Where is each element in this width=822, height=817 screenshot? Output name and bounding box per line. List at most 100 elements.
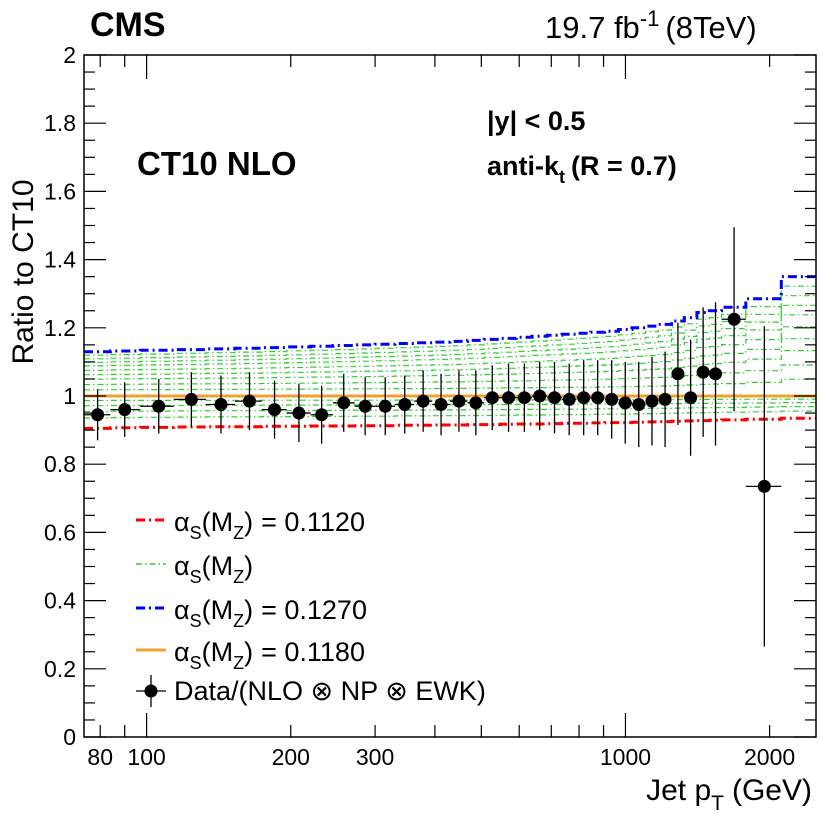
legend-alpha-part: α xyxy=(174,637,190,667)
data-point xyxy=(671,367,685,381)
legend-alpha-part: S xyxy=(190,653,202,673)
data-point xyxy=(696,365,710,379)
data-point xyxy=(214,398,228,412)
algo-name: anti-k xyxy=(487,151,560,181)
legend-label-dashdot-red: αS(MZ) = 0.1120 xyxy=(174,507,365,543)
legend-alpha-part: (M xyxy=(202,595,233,625)
y-tick-label: 1 xyxy=(63,383,76,409)
data-points xyxy=(84,227,782,647)
legend-alpha-value: = 0.1180 xyxy=(261,637,365,667)
algo-label: anti-kt (R = 0.7) xyxy=(487,151,677,187)
legend-alpha-part: (M xyxy=(202,507,233,537)
x-tick-label: 80 xyxy=(87,744,113,770)
legend-label-data: Data/(NLO ⊗ NP ⊗ EWK) xyxy=(174,676,486,706)
data-point xyxy=(358,399,372,413)
alpha-s-variation-8 xyxy=(84,350,816,380)
rapidity-label: |y| < 0.5 xyxy=(487,106,585,136)
data-point xyxy=(398,398,412,412)
y-tick-label: 0.6 xyxy=(44,519,76,545)
legend-alpha-part: α xyxy=(174,551,190,581)
alpha-s-variation-6 xyxy=(84,378,816,391)
legend-alpha-part: S xyxy=(190,611,202,631)
experiment-label: CMS xyxy=(90,6,166,44)
legend-alpha-part: α xyxy=(174,595,190,625)
alpha-s-variation-12 xyxy=(84,304,816,363)
alpha-s-variation-2 xyxy=(84,406,816,413)
data-point xyxy=(378,399,392,413)
x-tick-label: 2000 xyxy=(744,744,795,770)
data-point xyxy=(91,408,105,422)
legend-alpha-value: = 0.1270 xyxy=(261,595,367,625)
data-point xyxy=(315,408,329,422)
y-tick-label: 2 xyxy=(63,42,76,68)
y-tick-label: 1.4 xyxy=(44,247,76,273)
legend-alpha-part: ) xyxy=(244,507,253,537)
series-alpha-0.1270 xyxy=(84,275,816,354)
series-alpha-0.1120 xyxy=(84,416,816,430)
legend-alpha-part: ) xyxy=(244,551,253,581)
legend-alpha-part: α xyxy=(174,507,190,537)
data-point xyxy=(727,312,741,326)
lumi-label: 19.7 fb-1 (8TeV) xyxy=(545,6,757,45)
legend-label-solid-orange: αS(MZ) = 0.1180 xyxy=(174,637,365,673)
legend-alpha-part: Z xyxy=(233,523,244,543)
data-point xyxy=(118,403,132,417)
legend-alpha-part: ) xyxy=(244,637,253,667)
pdf-title: CT10 NLO xyxy=(137,145,297,182)
lumi-value: 19.7 fb xyxy=(545,10,640,45)
data-point xyxy=(184,392,198,406)
lumi-exponent: -1 xyxy=(640,6,660,31)
data-point xyxy=(684,391,698,405)
algo-radius: (R = 0.7) xyxy=(571,151,677,181)
legend-label-dashdot-blue: αS(MZ) = 0.1270 xyxy=(174,595,367,631)
legend-alpha-part: (M xyxy=(202,551,233,581)
x-tick-label: 200 xyxy=(272,744,310,770)
legend-alpha-part: Z xyxy=(233,611,244,631)
data-point xyxy=(645,394,659,408)
data-point xyxy=(632,398,646,412)
alpha-s-variation-1 xyxy=(84,410,816,419)
data-point xyxy=(658,392,672,406)
x-axis-title: Jet pT (GeV) xyxy=(646,774,812,815)
data-point xyxy=(517,391,531,405)
x-axis-title-sub: T xyxy=(711,792,724,815)
data-point xyxy=(577,391,591,405)
legend-alpha-value: = 0.1120 xyxy=(261,507,365,537)
data-point xyxy=(416,394,430,408)
data-point xyxy=(548,391,562,405)
y-tick-label: 0.2 xyxy=(44,656,76,682)
x-tick-label: 100 xyxy=(127,744,165,770)
y-tick-label: 0.4 xyxy=(44,588,76,614)
data-point xyxy=(533,389,547,403)
data-point xyxy=(292,406,306,420)
y-tick-label: 1.8 xyxy=(44,110,76,136)
x-tick-label: 1000 xyxy=(600,744,651,770)
legend-data-marker xyxy=(144,684,158,698)
data-point xyxy=(709,367,723,381)
data-point xyxy=(152,399,166,413)
data-point xyxy=(502,391,516,405)
data-point xyxy=(337,396,351,410)
x-tick-label: 300 xyxy=(356,744,394,770)
data-point xyxy=(242,394,256,408)
algo-sub: t xyxy=(559,167,565,187)
legend-alpha-part: S xyxy=(190,523,202,543)
data-point xyxy=(591,391,605,405)
legend-alpha-part: ) xyxy=(244,595,253,625)
y-axis-title: Ratio to CT10 xyxy=(7,179,40,364)
data-point xyxy=(434,398,448,412)
legend-alpha-part: Z xyxy=(233,567,244,587)
legend-label-dashdot-green: αS(MZ) xyxy=(174,551,253,587)
data-point xyxy=(757,479,771,493)
data-point xyxy=(469,396,483,410)
x-axis-title-main: Jet p xyxy=(646,774,711,807)
legend-alpha-part: Z xyxy=(233,653,244,673)
energy-label: (8TeV) xyxy=(665,10,756,45)
alpha-s-variation-11 xyxy=(84,314,816,367)
data-point xyxy=(618,396,632,410)
data-point xyxy=(485,391,499,405)
axes: 0 0.2 0.4 0.6 0.8 1 1.2 1.4 1.6 1.8 2 80 100 200 300 10… xyxy=(44,42,817,770)
uncertainty-bands xyxy=(84,275,816,430)
